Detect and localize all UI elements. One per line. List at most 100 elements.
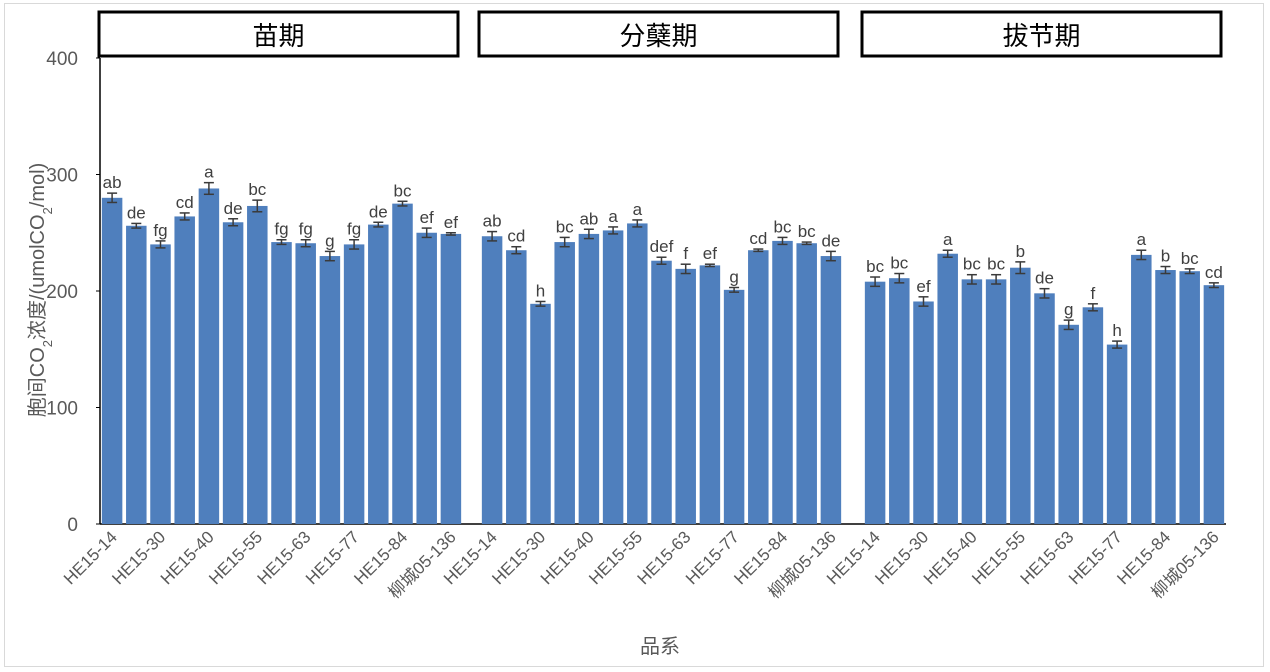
bar: [627, 223, 648, 524]
y-label-text: /mol): [27, 163, 49, 207]
group-header-box: [97, 10, 460, 58]
bar: [961, 279, 983, 524]
significance-letter: bc: [394, 181, 412, 200]
significance-letter: g: [729, 268, 738, 287]
significance-letter: fg: [299, 220, 313, 239]
error-bars: [107, 181, 1219, 349]
y-tick-labels: 0 100 200 300 400: [46, 49, 78, 536]
bar: [1179, 271, 1200, 524]
bar: [271, 242, 292, 524]
significance-letter: a: [943, 230, 953, 249]
y-label-text: 胞间CO: [26, 347, 49, 417]
significance-letter: bc: [248, 180, 266, 199]
significance-letter: bc: [1181, 249, 1199, 268]
bar: [748, 250, 769, 524]
bar: [416, 232, 437, 524]
bar: [295, 243, 316, 525]
significance-letter: b: [1016, 242, 1025, 261]
bar: [174, 216, 195, 524]
bar: [343, 244, 365, 524]
significance-letter: bc: [890, 254, 908, 273]
bar: [651, 260, 672, 524]
bar: [864, 281, 886, 524]
y-tick-label: 400: [46, 49, 78, 70]
bar: [481, 236, 503, 524]
significance-letter: h: [536, 281, 545, 300]
significance-letter: g: [325, 231, 334, 250]
significance-letter: bc: [798, 222, 816, 241]
y-tick-label: 100: [46, 399, 78, 420]
bar: [1131, 254, 1152, 524]
bar: [101, 197, 123, 525]
bar: [889, 278, 910, 524]
significance-letter: fg: [347, 220, 361, 239]
bar: [530, 303, 551, 524]
significance-letter: bc: [963, 255, 981, 274]
significance-letter: a: [633, 200, 643, 219]
group-header-label: 拔节期: [1002, 21, 1080, 51]
significance-letter: a: [204, 163, 214, 182]
bar: [440, 233, 462, 525]
significance-letter: cd: [1205, 263, 1223, 282]
y-tick-label: 0: [67, 515, 78, 536]
group-header-box: [477, 10, 840, 58]
y-label-subscript: 2: [40, 340, 55, 347]
bar: [126, 225, 147, 524]
significance-letter: fg: [153, 221, 167, 240]
significance-letter: bc: [987, 255, 1005, 274]
x-tick-labels: HE15-14HE15-30HE15-40HE15-55HE15-63HE15-…: [60, 527, 1223, 602]
bar: [319, 256, 341, 524]
significance-letter: ef: [703, 244, 717, 263]
bar: [1203, 285, 1225, 524]
bar: [772, 240, 793, 524]
bars: [101, 188, 1225, 525]
significance-letter: ab: [579, 209, 598, 228]
bar: [796, 243, 817, 525]
significance-letter: de: [369, 202, 388, 221]
y-axis-label: 胞间CO2浓度/(umolCO2/mol): [26, 163, 55, 418]
bar: [554, 242, 575, 524]
group-panels: 苗期 分蘖期 拔节期: [97, 10, 1223, 58]
y-label-text: 浓度/(umolCO: [26, 214, 49, 340]
significance-letter: a: [608, 207, 618, 226]
significance-letter: de: [224, 199, 243, 218]
significance-letter: h: [1112, 321, 1121, 340]
bar: [723, 289, 745, 524]
bar: [222, 222, 244, 524]
significance-letter: cd: [176, 193, 194, 212]
significance-letter: cd: [749, 229, 767, 248]
bar: [247, 205, 268, 524]
bar: [699, 265, 721, 524]
significance-letter: bc: [774, 217, 792, 236]
bar: [913, 301, 934, 524]
significance-letter: def: [650, 237, 674, 256]
significance-letter: bc: [556, 217, 574, 236]
group-header-label: 苗期: [252, 21, 304, 51]
significance-letter: ab: [103, 173, 122, 192]
bar: [1106, 344, 1128, 524]
bar: [1010, 267, 1031, 524]
significance-letter: de: [127, 203, 146, 222]
y-label-subscript: 2: [40, 207, 55, 214]
significance-letter: ef: [444, 213, 458, 232]
group-header-box: [860, 10, 1223, 58]
significance-letter: bc: [866, 257, 884, 276]
bar: [392, 203, 413, 524]
bar: [578, 233, 600, 525]
bar: [1034, 293, 1055, 524]
x-axis-label: 品系: [640, 635, 680, 658]
bar: [602, 230, 624, 525]
significance-letter: b: [1161, 247, 1170, 266]
significance-letter: f: [683, 244, 688, 263]
significance-letter: ab: [483, 212, 502, 231]
significance-letter: a: [1137, 230, 1147, 249]
significance-letter: ef: [420, 208, 434, 227]
significance-letter: g: [1064, 300, 1073, 319]
significance-letter: f: [1091, 284, 1096, 303]
bar: [1155, 270, 1176, 524]
significance-letter: de: [821, 231, 840, 250]
significance-letter: cd: [507, 227, 525, 246]
bar: [150, 244, 171, 524]
